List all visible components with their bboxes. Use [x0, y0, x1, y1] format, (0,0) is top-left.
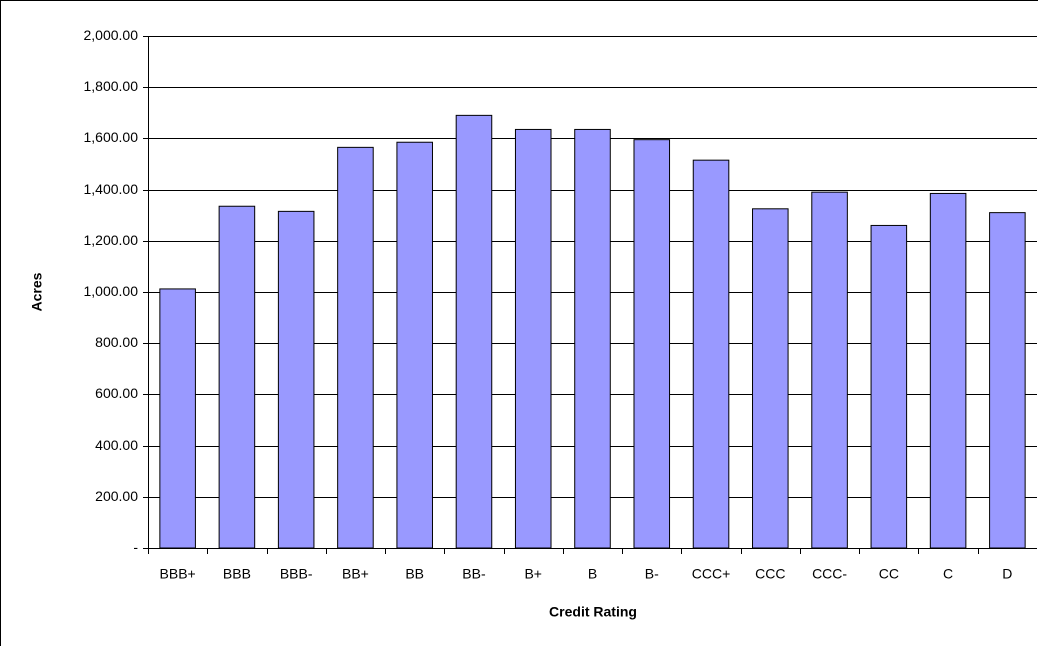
x-tick-label: CCC+: [692, 566, 731, 582]
bar: [870, 224, 908, 549]
y-tick-label: 1,000.00: [84, 283, 139, 299]
x-axis-title: Credit Rating: [549, 604, 637, 620]
y-tick-label: 2,000.00: [84, 27, 139, 43]
y-tick-label: 1,200.00: [84, 232, 139, 248]
x-tick-label: B-: [645, 566, 659, 582]
bar: [929, 192, 967, 549]
x-tick-label: BBB: [223, 566, 251, 582]
y-tick-label: 800.00: [95, 334, 138, 350]
bar: [633, 139, 671, 549]
y-tick-label: 1,400.00: [84, 181, 139, 197]
x-tick-label: BB+: [342, 566, 369, 582]
x-tick-label: BB-: [462, 566, 486, 582]
x-tick-label: CC: [879, 566, 899, 582]
bar: [218, 205, 256, 549]
bar: [989, 212, 1026, 549]
x-tick-label: BB: [405, 566, 424, 582]
x-tick-label: BBB-: [280, 566, 313, 582]
bar: [514, 128, 552, 549]
x-tick-label: B: [588, 566, 597, 582]
bar: [337, 146, 374, 549]
bar: [752, 208, 789, 549]
bar: [692, 159, 730, 549]
y-tick-label: 600.00: [95, 385, 138, 401]
x-tick-label: B+: [524, 566, 542, 582]
y-tick-label: 400.00: [95, 437, 138, 453]
y-axis-title: Acres: [29, 272, 45, 311]
bar: [574, 128, 611, 549]
bar: [811, 191, 848, 549]
y-tick-label: 1,600.00: [84, 129, 139, 145]
bar: [159, 288, 196, 549]
bar: [277, 210, 315, 549]
y-tick-label: 200.00: [95, 488, 138, 504]
bar: [455, 114, 493, 549]
y-tick-label: -: [133, 539, 138, 555]
x-tick-label: CCC-: [812, 566, 847, 582]
x-tick-label: D: [1002, 566, 1012, 582]
y-tick-label: 1,800.00: [84, 78, 139, 94]
x-tick-label: CCC: [755, 566, 785, 582]
x-tick-label: C: [943, 566, 953, 582]
x-tick-label: BBB+: [160, 566, 196, 582]
bar: [396, 141, 433, 549]
